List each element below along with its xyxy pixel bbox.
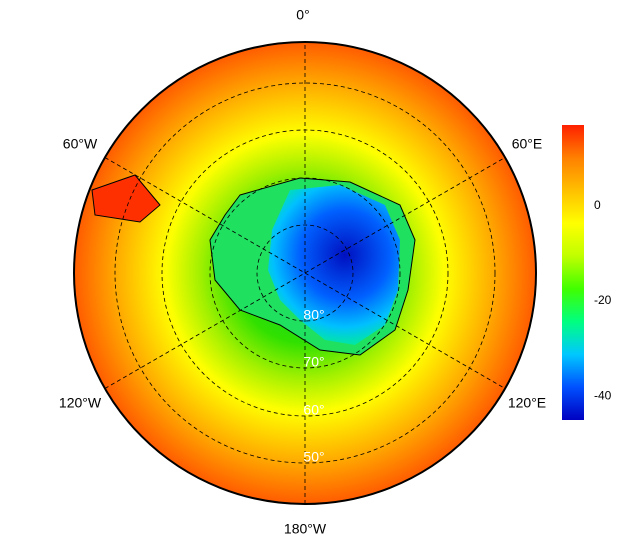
parallel xyxy=(256,224,354,322)
longitude-label: 60°E xyxy=(512,136,543,152)
colorbar-tick-label: -20 xyxy=(594,293,612,307)
parallel xyxy=(161,129,449,417)
latitude-label: 50° xyxy=(303,449,324,465)
longitude-label: 120°W xyxy=(59,395,102,411)
longitude-label: 180°W xyxy=(284,521,327,537)
map-labels: 0° 60°E 120°E 180°W 120°W 60°W 80° 70° 60° 50° xyxy=(59,7,546,537)
longitude-label: 0° xyxy=(296,7,309,23)
latitude-label: 70° xyxy=(303,354,324,370)
parallel xyxy=(114,82,496,464)
colorbar-ticks: 0 -20 -40 xyxy=(594,198,612,402)
latitude-label: 60° xyxy=(303,402,324,418)
meridian xyxy=(104,157,506,389)
colorbar-tick-label: 0 xyxy=(594,198,601,212)
longitude-label: 60°W xyxy=(63,136,98,152)
parallel xyxy=(209,177,401,369)
colorbar-tick-label: -40 xyxy=(594,388,612,402)
colorbar xyxy=(562,125,584,420)
map-border xyxy=(73,41,537,505)
longitude-label: 120°E xyxy=(508,395,546,411)
graticule xyxy=(104,42,506,504)
latitude-label: 80° xyxy=(303,307,324,323)
